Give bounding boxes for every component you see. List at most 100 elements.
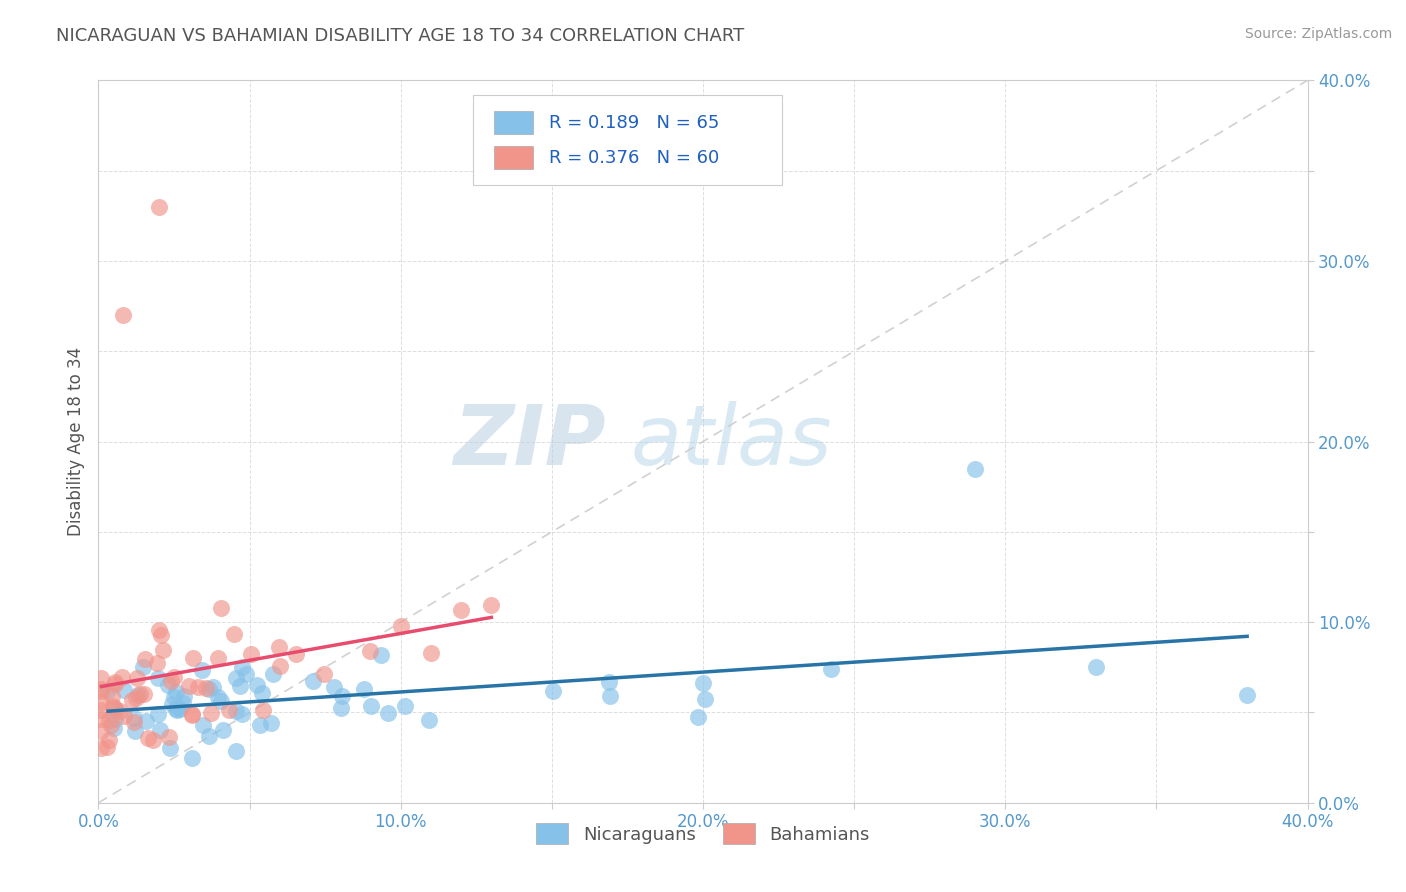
Point [240,647,263,661]
Point [249,718,271,732]
Point [90,695,112,709]
Point [162,697,184,711]
Point [97,713,120,727]
Point [377,706,399,720]
Point [222,626,245,640]
Point [103,721,125,735]
Point [166,703,188,717]
Point [90,713,112,727]
Text: atlas: atlas [630,401,832,482]
Point [169,702,191,716]
Point [146,671,169,685]
Point [90,741,112,756]
Point [104,677,127,691]
Point [418,713,440,727]
Point [98,733,121,747]
Legend: Nicaraguans, Bahamians: Nicaraguans, Bahamians [529,816,877,852]
Point [127,671,149,685]
Point [165,702,187,716]
Point [110,704,132,718]
Point [420,646,443,660]
Text: R = 0.376   N = 60: R = 0.376 N = 60 [550,149,720,167]
Point [100,717,122,731]
Point [124,723,146,738]
Point [225,704,247,718]
Point [246,678,269,692]
Point [209,601,232,615]
Point [231,707,253,722]
Point [111,308,134,322]
Point [146,656,169,670]
Point [262,667,284,681]
Point [142,732,165,747]
Point [90,681,112,696]
Point [225,744,247,758]
Point [112,683,135,698]
Point [127,688,149,702]
Point [160,673,183,688]
Point [163,690,186,705]
Point [260,715,283,730]
Point [1236,688,1258,702]
Point [330,701,353,715]
Point [128,687,150,701]
Point [202,680,225,694]
Point [330,689,353,703]
Point [543,684,565,698]
Point [162,670,184,684]
Point [150,628,173,642]
Point [97,682,120,697]
Point [231,660,253,674]
Text: NICARAGUAN VS BAHAMIAN DISABILITY AGE 18 TO 34 CORRELATION CHART: NICARAGUAN VS BAHAMIAN DISABILITY AGE 18… [56,27,745,45]
Point [599,689,621,703]
Point [90,684,112,698]
Point [134,652,156,666]
Point [198,729,221,743]
Point [323,680,346,694]
Point [148,706,170,721]
Point [183,650,205,665]
Point [132,660,155,674]
Point [181,707,204,722]
Point [235,666,257,681]
Point [180,751,202,765]
Point [965,461,987,475]
Point [103,674,125,689]
Point [124,715,146,730]
Text: Source: ZipAtlas.com: Source: ZipAtlas.com [1244,27,1392,41]
Point [598,675,620,690]
Point [394,699,416,714]
Point [157,730,180,744]
Point [104,703,127,717]
Point [250,686,273,700]
Point [360,644,382,658]
FancyBboxPatch shape [494,146,533,169]
Point [90,723,112,738]
Point [122,711,145,725]
Point [90,671,112,685]
Point [136,731,159,745]
Point [172,697,194,711]
Point [207,651,229,665]
Point [124,690,146,705]
Point [101,690,124,704]
Point [252,703,274,717]
Point [481,598,503,612]
Point [187,681,209,695]
Point [450,603,472,617]
Point [228,679,250,693]
Point [1085,660,1108,674]
Point [195,681,218,695]
Text: ZIP: ZIP [454,401,606,482]
Point [180,707,202,722]
Point [686,710,709,724]
Point [152,643,174,657]
Point [148,623,170,637]
Point [198,681,221,696]
Point [267,640,290,655]
Point [207,690,229,705]
Point [135,714,157,728]
Point [177,679,200,693]
Point [165,685,187,699]
Point [157,677,180,691]
